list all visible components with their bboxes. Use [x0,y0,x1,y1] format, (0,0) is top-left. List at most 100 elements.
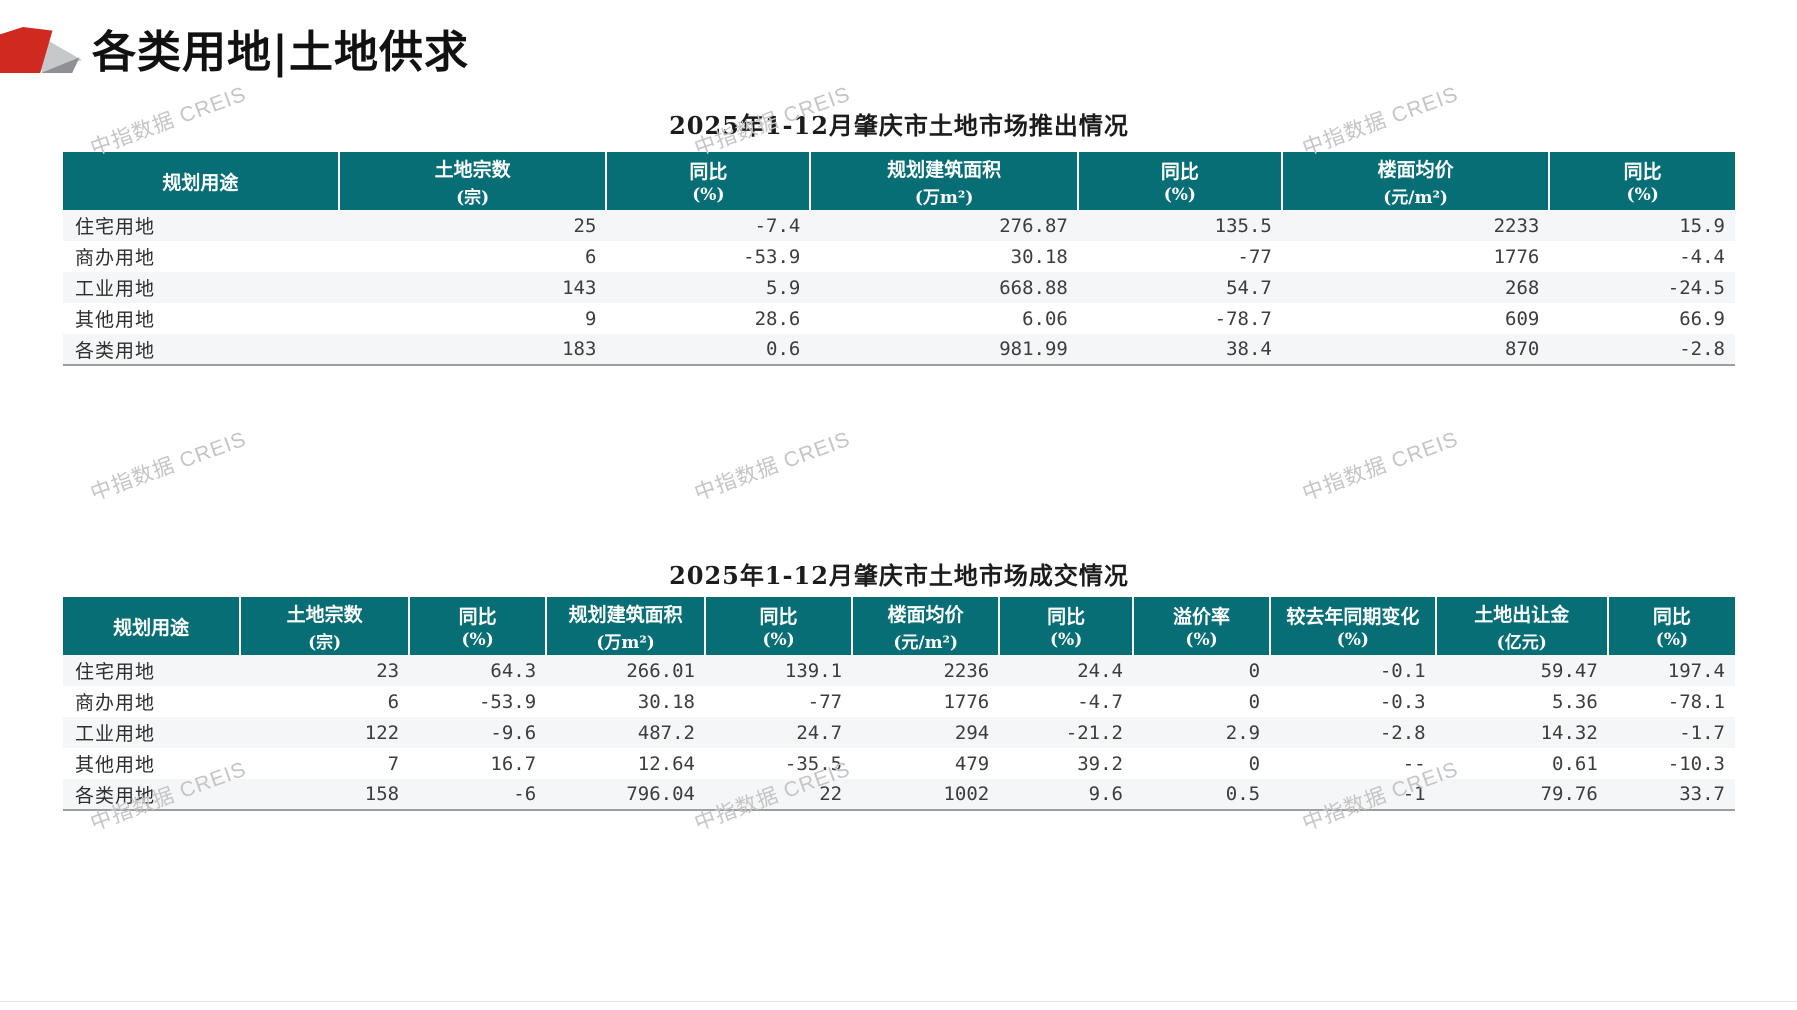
column-header: 同比 (%) [1607,597,1735,655]
cell: -0.1 [1379,659,1426,682]
table-row: 各类用地 183 0.6 981.99 38.4 870 -2.8 [63,334,1735,366]
cell: 30.18 [637,690,695,713]
cell: 0 [1248,752,1261,775]
cell: -2.8 [1549,334,1735,366]
cell: 2.9 [1225,721,1261,744]
cell: -2.8 [1379,721,1426,744]
table-row: 工业用地 122 -9.6 487.2 24.7 294 -21.2 2.9 -2.8 14.32… [63,717,1735,748]
cell: 1776 [943,690,990,713]
creis-watermark: 中指数据 CREIS [1299,427,1462,506]
row-label: 工业用地 [75,278,156,300]
column-header: 同比 (%) [705,597,854,655]
cell: 139.1 [784,659,843,682]
creis-watermark: 中指数据 CREIS [87,427,250,506]
column-header: 楼面均价 (元/m²) [1281,152,1551,210]
column-header: 同比 (%) [1077,152,1283,210]
column-header: 土地宗数 (宗) [338,152,608,210]
row-label: 商办用地 [75,247,156,269]
cell: -6 [409,779,547,811]
header-row: 规划用途 土地宗数 (宗) 同比 (%) 规划建筑面积 (万m²) 同比 (%) 楼面均价 (元/m… [63,597,1735,655]
row-label: 商办用地 [75,692,156,714]
cell: 0.61 [1552,752,1598,775]
column-header: 规划用途 [63,152,340,210]
cell: -1 [1270,779,1436,811]
cell: 23 [376,659,400,682]
cell: 276.87 [999,214,1068,237]
cell: 479 [954,752,990,775]
column-header: 土地宗数 (宗) [240,597,411,655]
cell: 158 [240,779,410,811]
cell: 1776 [1493,245,1540,268]
cell: -77 [807,690,843,713]
cell: -77 [1237,245,1272,268]
cell: 183 [338,334,607,366]
cell: -35.5 [784,752,843,775]
cell: 24.7 [796,721,843,744]
creis-logo [0,27,82,73]
deal-table: 规划用途 土地宗数 (宗) 同比 (%) 规划建筑面积 (万m²) 同比 (%) 楼面均价 (元/m… [63,597,1735,811]
row-label: 住宅用地 [75,216,156,238]
cell: -78.7 [1214,307,1272,330]
cell: 609 [1505,307,1540,330]
cell: 30.18 [1010,245,1068,268]
cell: -21.2 [1065,721,1123,744]
deal-table-section: 2025年1-12月肇庆市土地市场成交情况 规划用途 土地宗数 (宗) 同比 (%) 规划… [63,560,1735,811]
cell: 266.01 [626,659,695,682]
row-label: 其他用地 [75,754,156,776]
cell: -- [1402,752,1426,775]
cell: 6 [387,690,400,713]
cell: 668.88 [999,276,1068,299]
cell: 5.36 [1552,690,1598,713]
row-label: 工业用地 [75,723,156,745]
row-label: 其他用地 [75,309,156,331]
page-bottom-divider [0,1001,1797,1002]
supply-table-section: 2025年1-12月肇庆市土地市场推出情况 规划用途 土地宗数 (宗) 同比 (%) 规划… [63,110,1735,366]
column-header: 土地出让金 (亿元) [1435,597,1609,655]
cell: 14.32 [1540,721,1598,744]
header-row: 规划用途 土地宗数 (宗) 同比 (%) 规划建筑面积 (万m²) 同比 (%) 楼面均价 (元/m… [63,152,1735,210]
cell: 64.3 [490,659,537,682]
cell: -24.5 [1667,276,1725,299]
column-header: 规划建筑面积 (万m²) [810,152,1079,210]
cell: 22 [705,779,853,811]
cell: 135.5 [1214,214,1272,237]
table-row: 商办用地 6 -53.9 30.18 -77 1776 -4.4 [63,241,1735,272]
column-header: 同比 (%) [606,152,812,210]
cell: 796.04 [546,779,705,811]
cell: 28.6 [754,307,801,330]
deal-table-title: 2025年1-12月肇庆市土地市场成交情况 [669,561,1129,590]
cell: -1.7 [1679,721,1725,744]
cell: 38.4 [1077,334,1282,366]
cell: 9 [584,307,597,330]
row-label: 各类用地 [63,334,339,366]
column-header: 楼面均价 (元/m²) [852,597,1001,655]
cell: -9.6 [490,721,537,744]
cell: 7 [387,752,400,775]
cell: -78.1 [1667,690,1725,713]
cell: 54.7 [1226,276,1272,299]
cell: 268 [1505,276,1540,299]
cell: 197.4 [1667,659,1725,682]
cell: 33.7 [1607,779,1735,811]
table-row: 商办用地 6 -53.9 30.18 -77 1776 -4.7 0 -0.3 5.36 -78.1 [63,686,1735,717]
cell: 25 [573,214,597,237]
table-row: 住宅用地 25 -7.4 276.87 135.5 2233 15.9 [63,210,1735,241]
cell: 0 [1248,690,1261,713]
cell: 143 [562,276,597,299]
cell: 12.64 [637,752,695,775]
row-label: 住宅用地 [75,661,156,683]
cell: 2233 [1493,214,1540,237]
column-header: 规划建筑面积 (万m²) [546,597,706,655]
cell: -10.3 [1667,752,1725,775]
column-header: 规划用途 [63,597,242,655]
row-label: 各类用地 [63,779,241,811]
cell: -53.9 [743,245,801,268]
column-header: 溢价率 (%) [1133,597,1272,655]
page-title: 各类用地|土地供求 [92,27,470,78]
cell: 2236 [943,659,990,682]
cell: 66.9 [1679,307,1725,330]
supply-table-title: 2025年1-12月肇庆市土地市场推出情况 [669,111,1129,140]
supply-table: 规划用途 土地宗数 (宗) 同比 (%) 规划建筑面积 (万m²) 同比 (%) 楼面均价 (元/m… [63,152,1735,366]
cell: -4.7 [1077,690,1123,713]
cell: 294 [954,721,990,744]
